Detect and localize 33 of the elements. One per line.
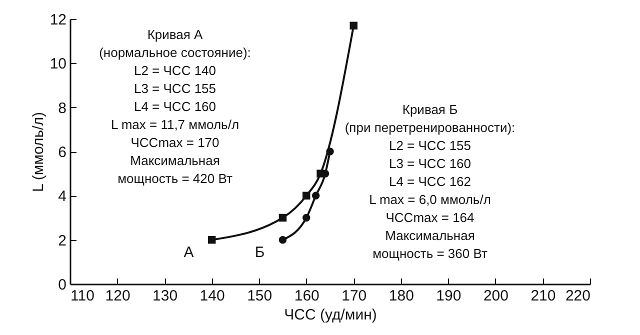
point [208,236,216,244]
y-tick-label: 10 [50,56,66,73]
text: Кривая Б (при перетренированности): L2 = ЧСС 155 L3 = ЧСС 160 L4 = ЧСС 162 L max = 6,0 ммоль/л ЧССmax = 164 Максимальная мощность = 360 Вт [344,102,516,261]
y-axis-title: L (ммоль/л) [30,112,47,192]
x-tick-label: 200 [483,288,508,304]
text: Кривая А (нормальное состояние): L2 = ЧСС 140 L3 = ЧСС 155 L4 = ЧСС 160 L max = 11,7 ммоль/л ЧССmax = 170 Максимальная мощность = 420 Вт [99,27,251,186]
y-tick-label: 2 [58,232,66,250]
y-tick-label: 8 [58,100,66,117]
x-tick-label: 120 [105,288,130,304]
y-tick-label: 4 [58,188,66,206]
y-tick-label: 12 [50,12,66,28]
point [302,214,310,222]
point [326,148,334,156]
x-tick-label: 170 [342,288,367,304]
y-tick-label: 0 [58,276,66,294]
point [302,192,310,200]
x-tick-label: 210 [530,288,556,304]
x-tick-label: 160 [294,288,320,304]
series-label: А [184,244,194,261]
x-tick-label: 140 [200,288,225,304]
point [278,236,287,244]
y-tick-label: 6 [58,144,66,161]
x-tick-label: 150 [247,288,272,304]
x-tick-label: 220 [565,288,590,304]
x-tick-label: 180 [388,288,414,304]
x-axis-title: ЧСС (уд/мин) [284,306,377,324]
x-tick-label: 130 [152,288,178,304]
point [312,192,320,200]
series-label: Б [254,244,265,261]
x-tick-label: 110 [70,288,94,304]
point [278,214,287,222]
x-tick-label: 190 [436,288,462,304]
point [350,22,358,30]
